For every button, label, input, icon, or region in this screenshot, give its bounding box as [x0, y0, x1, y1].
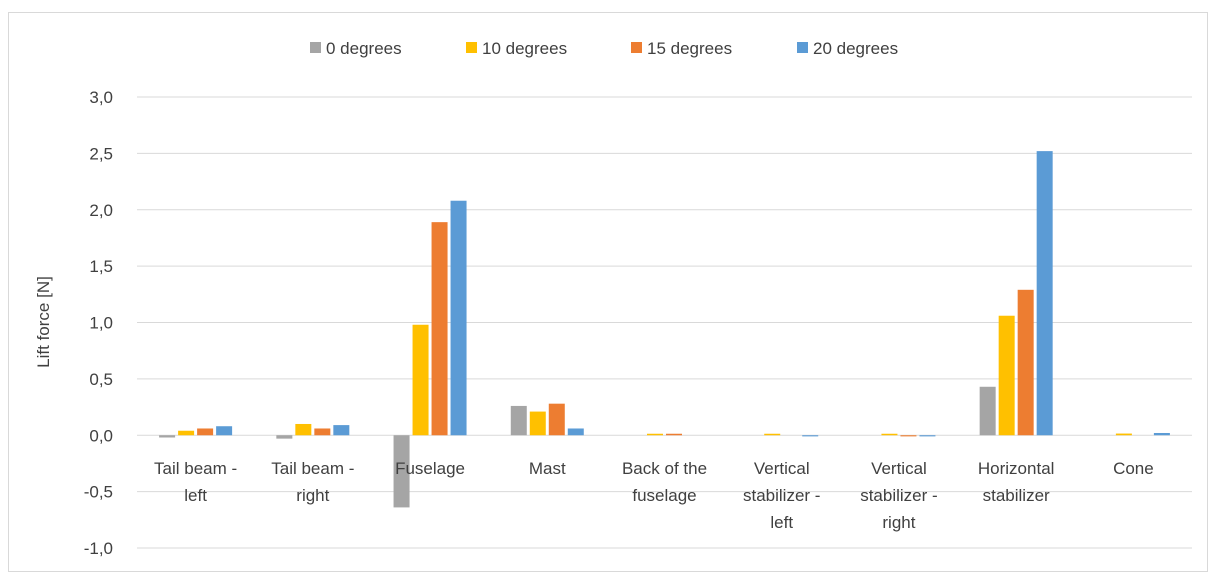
bar-15-degrees — [900, 435, 917, 437]
bar-20-degrees — [802, 435, 819, 437]
y-tick-label: 0,0 — [89, 426, 113, 445]
x-category-label: Vertical stabilizer -right — [860, 459, 937, 532]
x-category-label: Tail beam -left — [154, 459, 237, 505]
chart-frame — [8, 12, 1208, 572]
legend-swatch — [310, 42, 321, 53]
y-tick-label: 2,0 — [89, 201, 113, 220]
y-tick-label: 1,5 — [89, 257, 113, 276]
bar-15-degrees — [548, 403, 565, 436]
legend-swatch — [466, 42, 477, 53]
y-tick-label: 0,5 — [89, 370, 113, 389]
bar-10-degrees — [998, 315, 1015, 436]
bar-0-degrees — [159, 435, 176, 438]
bar-20-degrees — [1153, 432, 1170, 436]
bar-10-degrees — [1115, 433, 1132, 436]
legend-label: 20 degrees — [813, 39, 898, 58]
bar-20-degrees — [567, 428, 584, 436]
bar-15-degrees — [666, 433, 682, 436]
x-category-label: Horizontal stabilizer — [978, 459, 1055, 505]
x-category-label: Back of the fuselage — [622, 459, 707, 505]
y-axis-title: Lift force [N] — [34, 276, 53, 368]
y-tick-label: -1,0 — [84, 539, 113, 558]
bar-0-degrees — [510, 405, 527, 436]
legend-label: 15 degrees — [647, 39, 732, 58]
y-tick-label: -0,5 — [84, 483, 113, 502]
legend-label: 10 degrees — [482, 39, 567, 58]
y-tick-label: 3,0 — [89, 88, 113, 107]
bars — [159, 151, 1170, 508]
bar-10-degrees — [295, 423, 312, 436]
bar-15-degrees — [197, 428, 214, 436]
bar-10-degrees — [178, 430, 195, 436]
x-category-label: Vertical stabilizer -left — [743, 459, 820, 532]
y-tick-label: 1,0 — [89, 314, 113, 333]
legend-swatch — [631, 42, 642, 53]
y-tick-label: 2,5 — [89, 144, 113, 163]
legend-label: 0 degrees — [326, 39, 402, 58]
gridlines — [137, 96, 1192, 549]
x-category-label: Mast — [529, 459, 566, 478]
x-category-label: Tail beam -right — [271, 459, 354, 505]
x-category-label: Fuselage — [395, 459, 465, 478]
bar-15-degrees — [1017, 289, 1034, 436]
bar-0-degrees — [393, 435, 410, 508]
x-axis-category-labels: Tail beam -left Tail beam -right Fuselage M… — [154, 459, 1154, 532]
bar-20-degrees — [919, 435, 936, 437]
legend-swatch — [797, 42, 808, 53]
bar-10-degrees — [647, 433, 663, 436]
bar-15-degrees — [431, 222, 448, 436]
legend: 0 degrees 10 degrees 15 degrees 20 degrees — [310, 39, 898, 58]
bar-20-degrees — [216, 426, 233, 436]
bar-15-degrees — [314, 428, 331, 436]
bar-20-degrees — [333, 425, 350, 436]
bar-20-degrees — [450, 200, 467, 436]
bar-10-degrees — [881, 433, 898, 436]
bar-10-degrees — [529, 411, 546, 436]
bar-10-degrees — [412, 324, 429, 436]
bar-0-degrees — [979, 386, 996, 436]
bar-0-degrees — [276, 435, 293, 439]
bar-10-degrees — [764, 433, 781, 436]
bar-20-degrees — [1036, 151, 1053, 436]
y-axis-tick-labels: -1,0 -0,5 0,0 0,5 1,0 1,5 2,0 2,5 3,0 — [84, 88, 113, 558]
x-category-label: Cone — [1113, 459, 1154, 478]
